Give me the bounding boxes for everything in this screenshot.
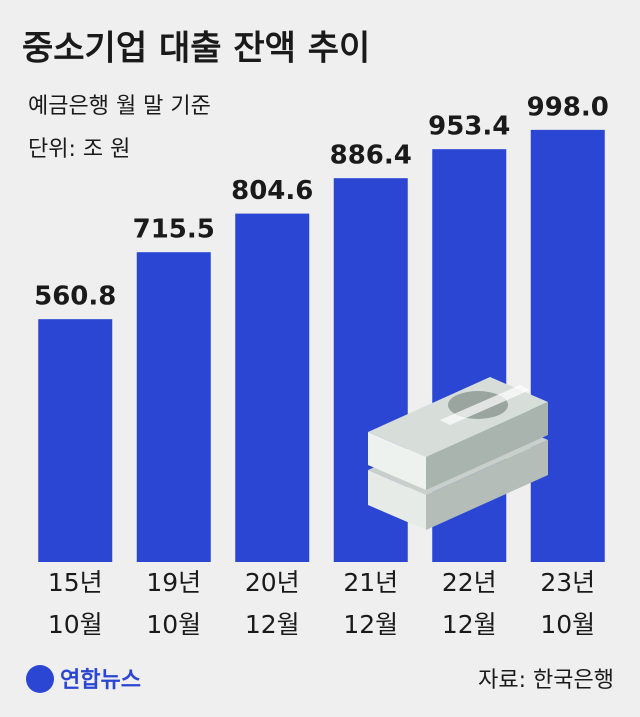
x-tick-label: 12월 [442,610,497,639]
x-tick-label: 23년 [540,568,595,597]
x-tick-label: 15년 [48,568,103,597]
logo-icon [26,665,54,693]
x-tick-label: 22년 [442,568,497,597]
x-tick-label: 10월 [146,610,201,639]
bar [235,213,310,562]
value-label: 953.4 [428,112,510,142]
x-tick-label: 10월 [540,610,595,639]
x-tick-label: 10월 [48,610,103,639]
logo: 연합뉴스 [60,667,141,693]
x-tick-label: 19년 [146,568,201,597]
subtitle: 단위: 조 원 [28,137,130,162]
x-tick-label: 20년 [245,568,300,597]
chart-title: 중소기업 대출 잔액 추이 [22,29,370,69]
bar [38,319,113,562]
value-label: 560.8 [34,282,116,312]
value-label: 886.4 [330,141,412,171]
x-tick-label: 21년 [343,568,398,597]
value-label: 804.6 [231,176,313,206]
money-illustration [368,377,548,530]
bar [530,129,605,562]
value-label: 998.0 [527,92,609,122]
source: 자료: 한국은행 [478,668,614,693]
x-tick-label: 12월 [245,610,300,639]
value-label: 715.5 [133,215,215,245]
subtitle: 예금은행 월 말 기준 [28,94,211,119]
x-tick-label: 12월 [343,610,398,639]
bar [136,252,211,562]
